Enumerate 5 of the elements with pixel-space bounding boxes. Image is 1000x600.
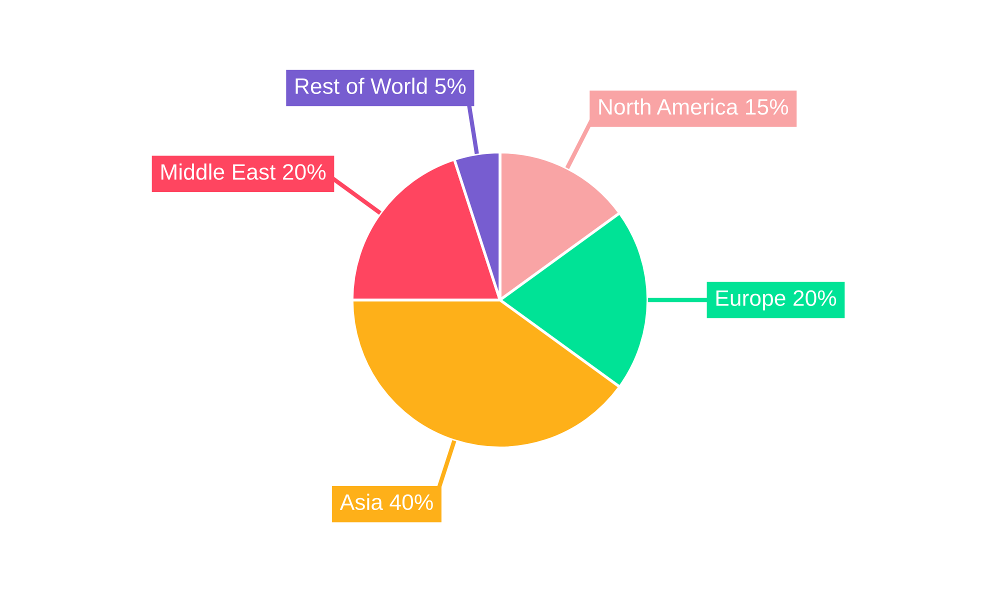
slice-label: Europe 20% xyxy=(716,290,836,310)
slice-label: Middle East 20% xyxy=(161,164,326,180)
slice-label: Rest of World 5% xyxy=(296,78,466,94)
slice-label: Asia 40% xyxy=(340,494,433,510)
slice-label: North America 15% xyxy=(599,98,788,115)
